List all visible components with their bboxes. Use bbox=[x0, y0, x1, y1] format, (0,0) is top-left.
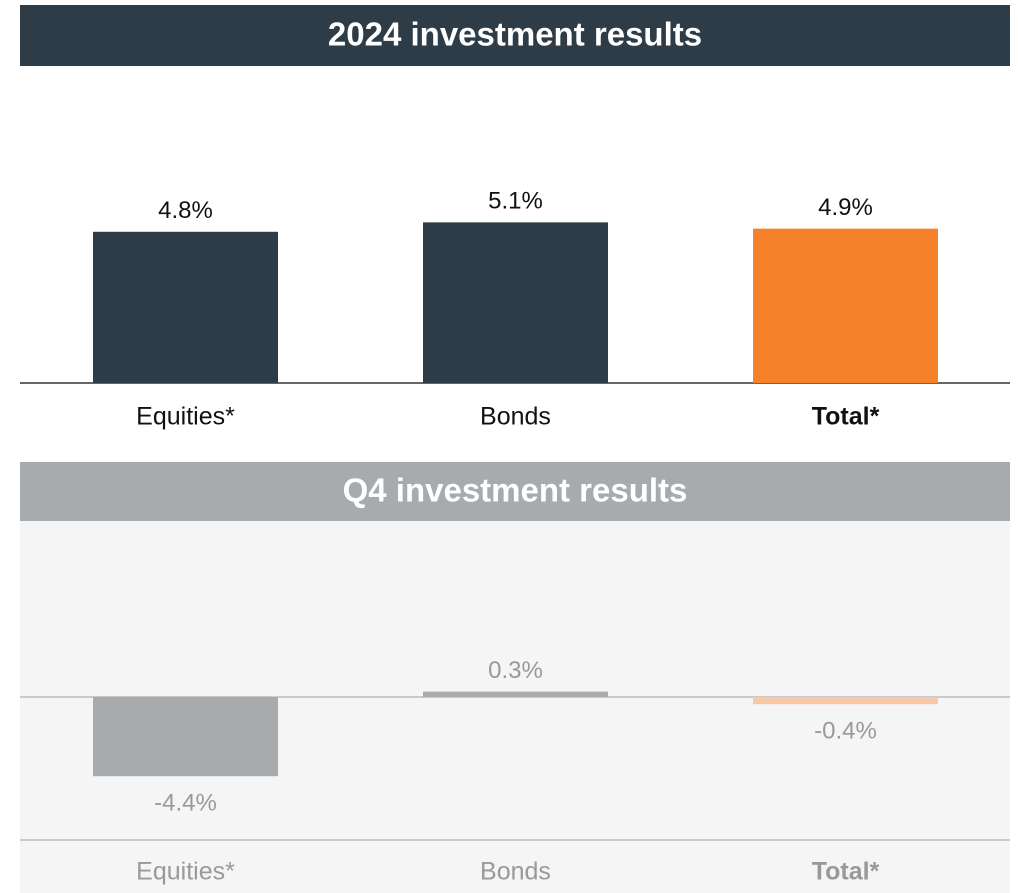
bar bbox=[93, 231, 278, 383]
value-label: 4.9% bbox=[818, 194, 873, 221]
value-label: -4.4% bbox=[154, 790, 217, 817]
x-tick-label: Total* bbox=[812, 403, 880, 431]
bar bbox=[753, 697, 938, 705]
chart-title: 2024 investment results bbox=[328, 16, 702, 53]
value-label: 5.1% bbox=[488, 188, 543, 215]
x-tick-label: Equities* bbox=[136, 858, 235, 886]
bar bbox=[93, 697, 278, 777]
x-tick-label: Bonds bbox=[480, 858, 551, 886]
bar bbox=[423, 222, 608, 383]
value-label: 0.3% bbox=[488, 657, 543, 684]
x-tick-label: Equities* bbox=[136, 403, 235, 431]
chart-title: Q4 investment results bbox=[343, 472, 688, 509]
value-label: -0.4% bbox=[814, 718, 877, 745]
header-1 bbox=[20, 5, 1010, 66]
header-2 bbox=[20, 462, 1010, 521]
bar bbox=[423, 691, 608, 697]
bar bbox=[753, 228, 938, 383]
x-tick-label: Total* bbox=[812, 858, 880, 886]
value-label: 4.8% bbox=[158, 197, 213, 224]
x-tick-label: Bonds bbox=[480, 403, 551, 431]
